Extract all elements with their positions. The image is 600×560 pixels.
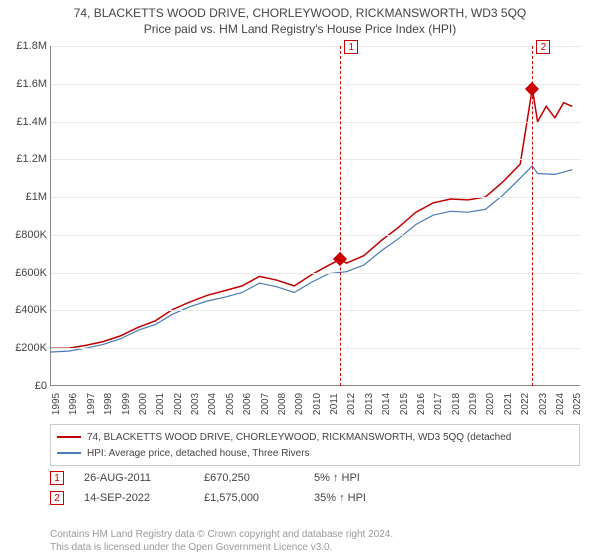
x-axis-tick-label: 2017 [433,393,444,415]
x-axis-tick-label: 2021 [503,393,514,415]
legend-box: 74, BLACKETTS WOOD DRIVE, CHORLEYWOOD, R… [50,424,580,466]
transaction-row: 1 26-AUG-2011 £670,250 5% ↑ HPI [50,468,580,488]
tx-marker-2: 2 [50,491,64,505]
legend-label-property: 74, BLACKETTS WOOD DRIVE, CHORLEYWOOD, R… [87,432,511,443]
x-axis-tick-label: 2008 [277,393,288,415]
gridline-h [51,348,581,349]
x-axis-tick-label: 2022 [520,393,531,415]
chart-title-line2: Price paid vs. HM Land Registry's House … [10,22,590,36]
legend-label-hpi: HPI: Average price, detached house, Thre… [87,448,310,459]
legend-item-hpi: HPI: Average price, detached house, Thre… [57,445,573,461]
line-series-svg [51,46,581,386]
x-axis-tick-label: 2025 [572,393,583,415]
x-axis-tick-label: 2005 [225,393,236,415]
x-axis-tick-label: 2000 [138,393,149,415]
x-axis-tick-label: 2023 [538,393,549,415]
marker-vline [532,46,533,386]
chart-title-line1: 74, BLACKETTS WOOD DRIVE, CHORLEYWOOD, R… [10,6,590,20]
legend-swatch-hpi [57,452,81,454]
tx-diff-2: 35% ↑ HPI [314,492,366,504]
x-axis-tick-label: 2007 [260,393,271,415]
x-axis-tick-label: 2011 [329,393,340,415]
x-axis-tick-label: 1995 [51,393,62,415]
y-axis-tick-label: £0 [3,380,47,392]
footer-attribution: Contains HM Land Registry data © Crown c… [50,528,580,554]
x-axis-tick-label: 2016 [416,393,427,415]
x-axis-tick-label: 2014 [381,393,392,415]
tx-date-1: 26-AUG-2011 [84,472,184,484]
transaction-row: 2 14-SEP-2022 £1,575,000 35% ↑ HPI [50,488,580,508]
x-axis-tick-label: 1997 [86,393,97,415]
x-axis-tick-label: 1998 [103,393,114,415]
gridline-h [51,310,581,311]
tx-marker-1: 1 [50,471,64,485]
gridline-h [51,197,581,198]
y-axis-tick-label: £200K [3,342,47,354]
series-line-hpi [51,166,572,352]
y-axis-tick-label: £1.8M [3,40,47,52]
gridline-h [51,235,581,236]
x-axis-tick-label: 2003 [190,393,201,415]
tx-price-2: £1,575,000 [204,492,294,504]
x-axis-tick-label: 2012 [346,393,357,415]
footer-line2: This data is licensed under the Open Gov… [50,541,580,554]
transactions-block: 1 26-AUG-2011 £670,250 5% ↑ HPI 2 14-SEP… [50,468,580,508]
y-axis-tick-label: £800K [3,229,47,241]
x-axis-tick-label: 2020 [485,393,496,415]
y-axis-tick-label: £600K [3,267,47,279]
marker-label-1: 1 [344,40,358,54]
series-line-property [51,89,572,349]
gridline-h [51,159,581,160]
plot-region: £0£200K£400K£600K£800K£1M£1.2M£1.4M£1.6M… [50,46,580,386]
x-axis-tick-label: 2013 [364,393,375,415]
chart-title-block: 74, BLACKETTS WOOD DRIVE, CHORLEYWOOD, R… [0,0,600,38]
marker-label-2: 2 [536,40,550,54]
y-axis-tick-label: £1.2M [3,153,47,165]
x-axis-tick-label: 2006 [242,393,253,415]
x-axis-tick-label: 1996 [68,393,79,415]
y-axis-tick-label: £400K [3,304,47,316]
gridline-h [51,273,581,274]
x-axis-tick-label: 2019 [468,393,479,415]
gridline-h [51,46,581,47]
marker-vline [340,46,341,386]
gridline-h [51,122,581,123]
x-axis-tick-label: 2004 [207,393,218,415]
tx-price-1: £670,250 [204,472,294,484]
x-axis-tick-label: 2001 [155,393,166,415]
tx-date-2: 14-SEP-2022 [84,492,184,504]
x-axis-tick-label: 2010 [312,393,323,415]
x-axis-tick-label: 1999 [121,393,132,415]
x-axis-tick-label: 2018 [451,393,462,415]
legend-swatch-property [57,436,81,438]
x-axis-tick-label: 2024 [555,393,566,415]
tx-diff-1: 5% ↑ HPI [314,472,360,484]
gridline-h [51,84,581,85]
x-axis-tick-label: 2002 [173,393,184,415]
y-axis-tick-label: £1.6M [3,78,47,90]
footer-line1: Contains HM Land Registry data © Crown c… [50,528,580,541]
chart-area: £0£200K£400K£600K£800K£1M£1.2M£1.4M£1.6M… [50,46,580,386]
x-axis-tick-label: 2015 [399,393,410,415]
x-axis-tick-label: 2009 [294,393,305,415]
y-axis-tick-label: £1.4M [3,116,47,128]
y-axis-tick-label: £1M [3,191,47,203]
legend-item-property: 74, BLACKETTS WOOD DRIVE, CHORLEYWOOD, R… [57,429,573,445]
